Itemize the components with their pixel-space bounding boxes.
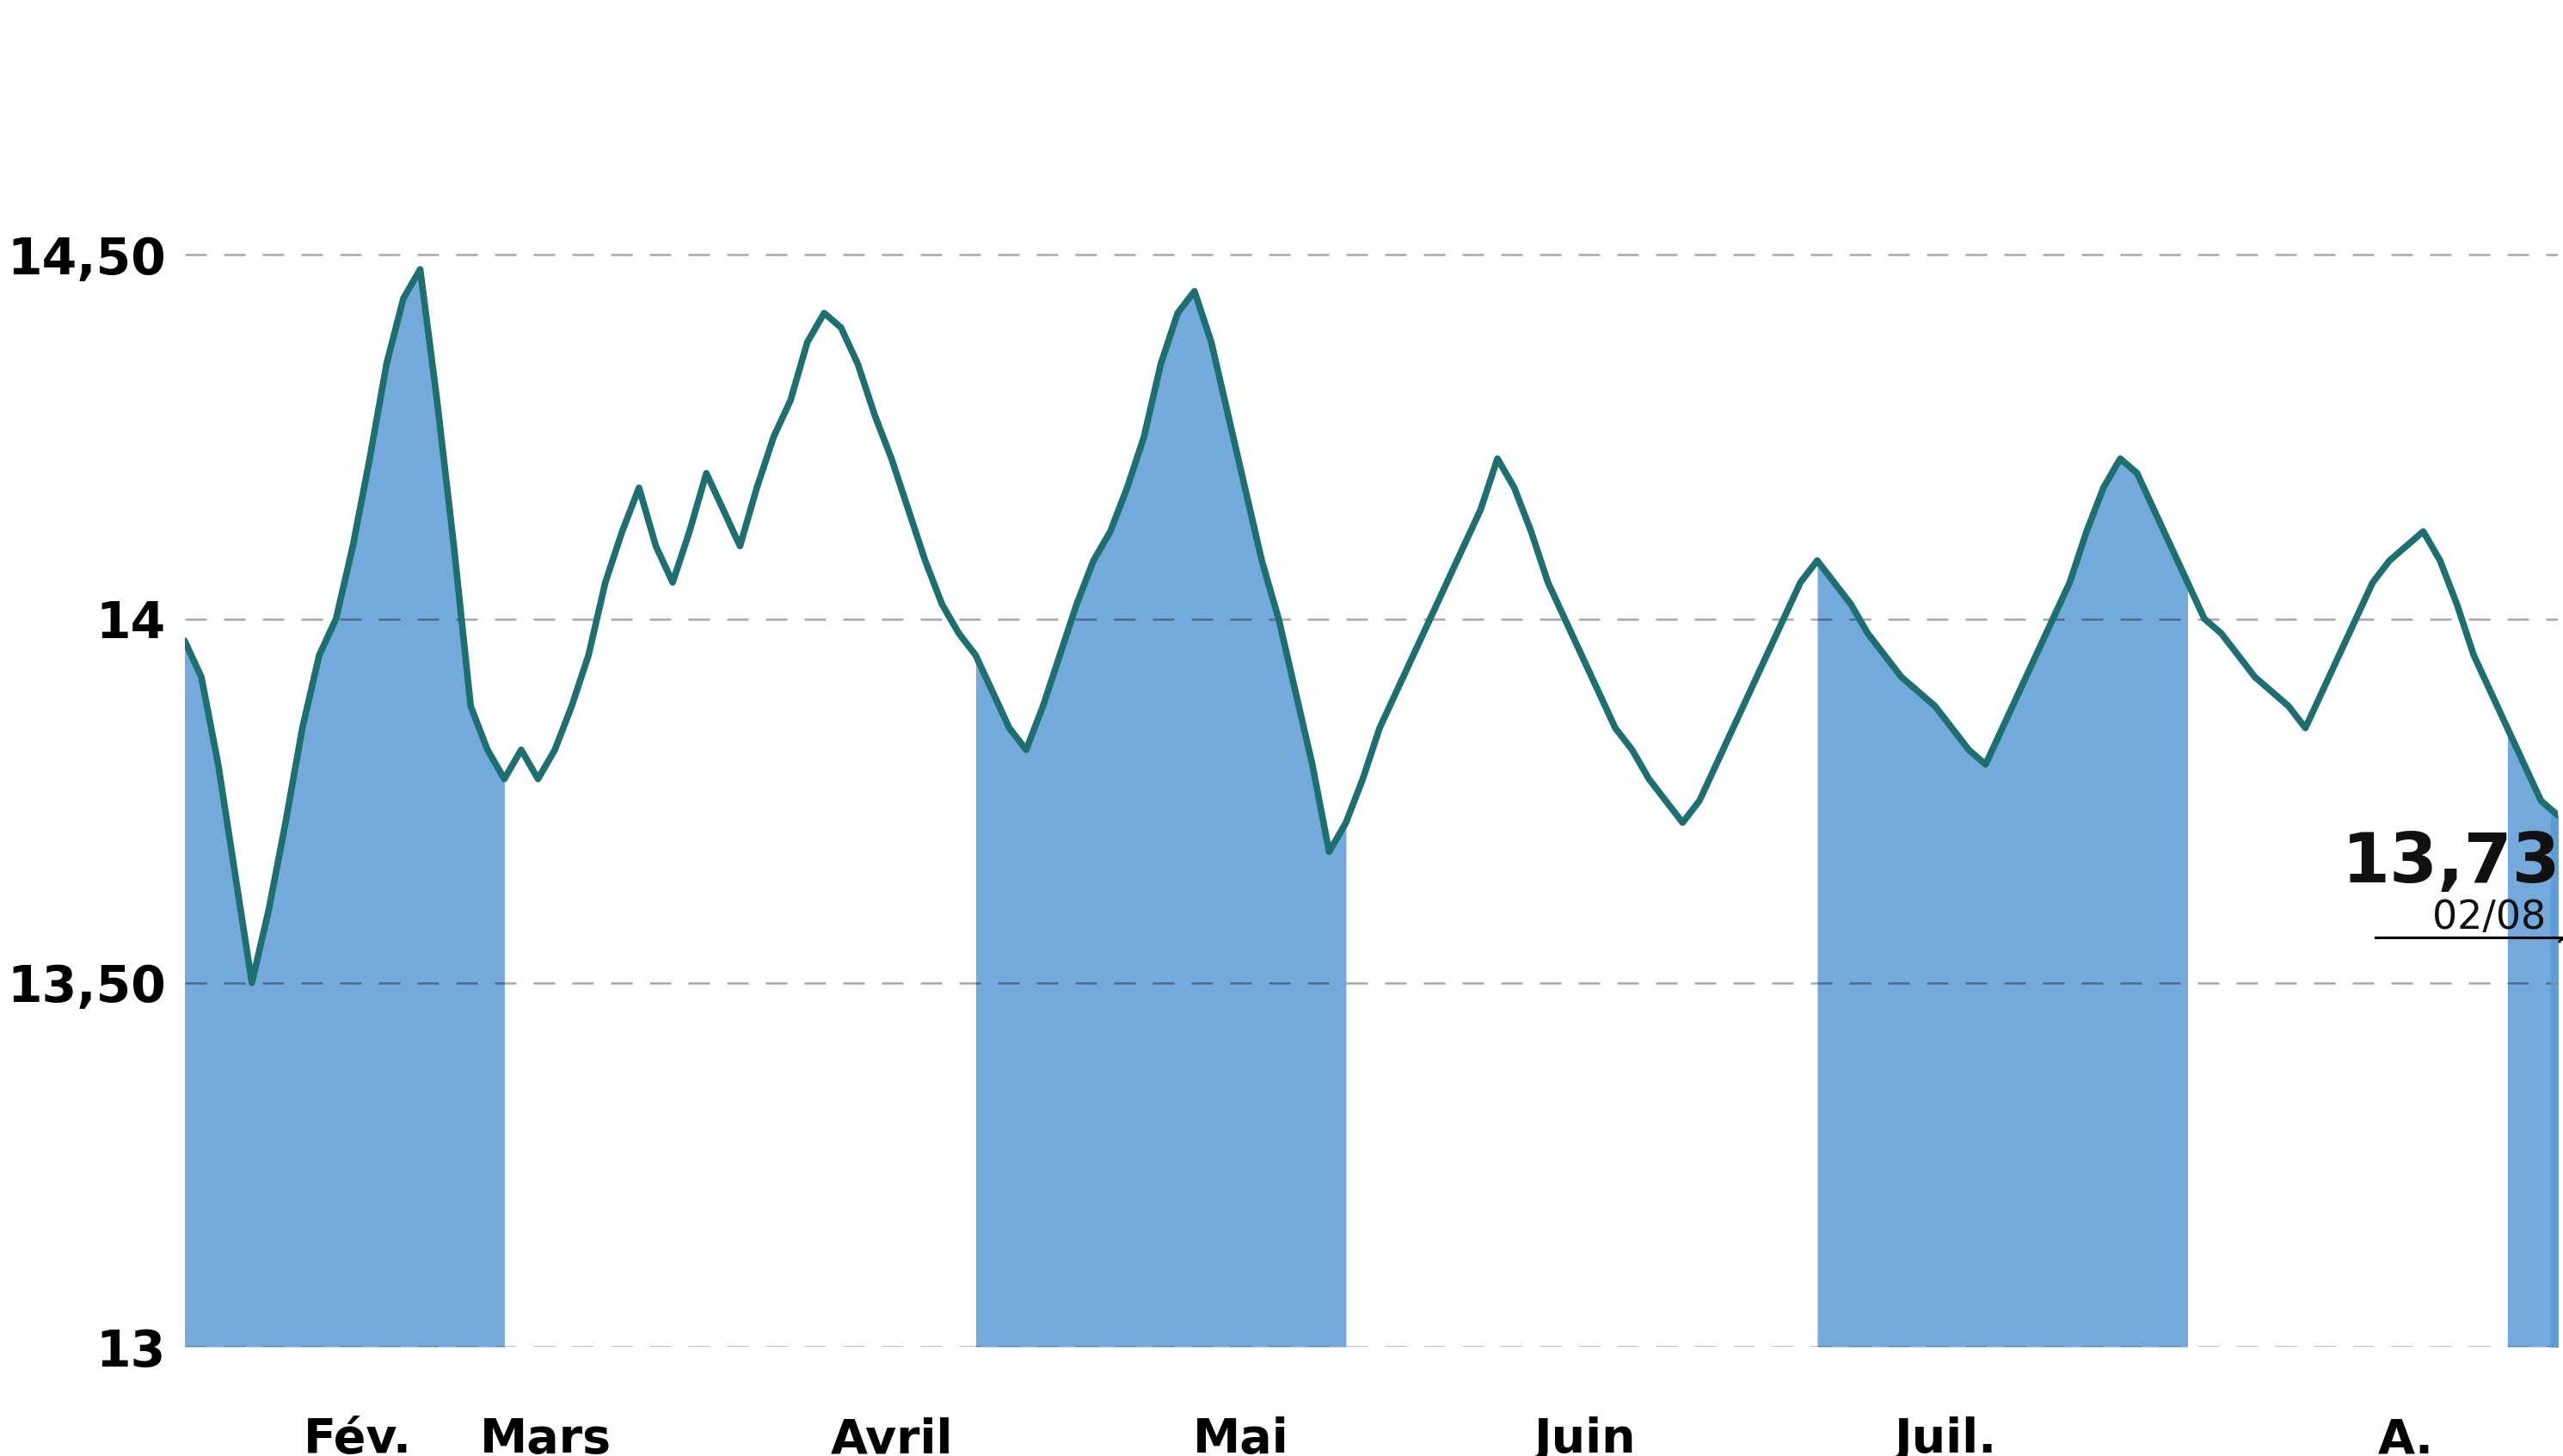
Text: 13,73: 13,73: [2343, 830, 2560, 897]
Text: A.: A.: [2378, 1417, 2435, 1456]
Text: Juin: Juin: [1533, 1417, 1635, 1456]
Text: Mars: Mars: [479, 1417, 610, 1456]
Text: Mai: Mai: [1192, 1417, 1289, 1456]
Text: Gladstone Investment Corporation: Gladstone Investment Corporation: [233, 15, 2330, 118]
Text: 02/08: 02/08: [2432, 898, 2545, 938]
Text: Avril: Avril: [830, 1417, 953, 1456]
Text: Juil.: Juil.: [1894, 1417, 1997, 1456]
Text: Fév.: Fév.: [302, 1417, 413, 1456]
